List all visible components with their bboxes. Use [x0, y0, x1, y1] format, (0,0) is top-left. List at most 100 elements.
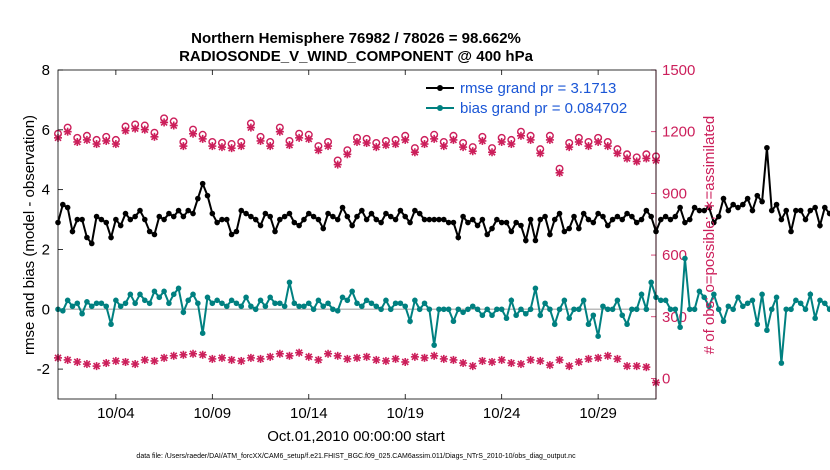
nobs-assimilated-point [237, 356, 246, 365]
nobs-assimilated-point [275, 127, 284, 136]
bias-point [330, 306, 336, 313]
nobs-assimilated-point [642, 363, 651, 372]
bias-point [580, 297, 587, 304]
bias-point [619, 312, 626, 319]
bias-point [547, 306, 553, 313]
nobs-assimilated-point [160, 353, 169, 362]
rmse-point [773, 201, 780, 208]
rmse-point [219, 216, 225, 223]
nobs-assimilated-point [459, 143, 468, 152]
rmse-point [542, 213, 548, 220]
nobs-assimilated-point [198, 350, 207, 359]
rmse-point [754, 192, 761, 199]
bias-point [465, 306, 471, 313]
rmse-point [204, 192, 211, 199]
nobs-assimilated-point [603, 142, 612, 151]
nobs-assimilated-point [642, 154, 651, 163]
nobs-assimilated-point [102, 136, 111, 145]
rmse-point [691, 204, 698, 211]
nobs-assimilated-point [82, 360, 91, 369]
rmse-point [474, 222, 481, 229]
bias-point [142, 297, 148, 304]
rmse-point [503, 219, 510, 226]
bias-point [812, 315, 818, 322]
nobs-assimilated-point [401, 357, 410, 366]
nobs-assimilated-point [140, 355, 149, 364]
rmse-point [88, 240, 95, 247]
nobs-assimilated-point [449, 135, 458, 144]
bias-point [267, 294, 273, 301]
rmse-point [735, 204, 741, 211]
rmse-point [566, 225, 572, 232]
bias-point [715, 306, 722, 313]
rmse-point [677, 204, 683, 211]
bias-point [682, 255, 688, 262]
bias-point [344, 297, 351, 304]
y-tick-label-left: 0 [42, 301, 50, 318]
rmse-point [74, 216, 81, 223]
legend-rmse-marker [437, 85, 443, 91]
bias-point [416, 306, 423, 313]
rmse-point [576, 225, 582, 232]
rmse-point [812, 204, 818, 211]
bias-point [638, 291, 645, 298]
nobs-assimilated-point [555, 168, 564, 177]
rmse-point [330, 213, 336, 220]
bias-point [214, 297, 220, 304]
nobs-assimilated-point [516, 360, 525, 369]
nobs-assimilated-point [497, 355, 506, 364]
rmse-point [686, 216, 693, 223]
bias-point [421, 300, 428, 307]
nobs-assimilated-point [160, 118, 169, 127]
nobs-assimilated-point [372, 355, 381, 364]
nobs-assimilated-point [536, 149, 545, 158]
nobs-assimilated-point [555, 355, 564, 364]
chart-title: Northern Hemisphere 76982 / 78026 = 98.6… [191, 30, 521, 47]
bias-point [431, 342, 437, 348]
bias-point [412, 297, 418, 304]
nobs-assimilated-point [295, 133, 304, 142]
nobs-assimilated-point [613, 149, 622, 158]
nobs-assimilated-point [217, 143, 226, 152]
rmse-point [93, 213, 100, 220]
rmse-point [720, 195, 727, 202]
bias-point [527, 306, 534, 313]
x-tick-label: 10/29 [579, 405, 617, 422]
bias-point [455, 306, 462, 313]
nobs-assimilated-point [468, 147, 477, 156]
bias-point [498, 306, 505, 313]
rmse-point [426, 216, 433, 223]
rmse-point [595, 210, 601, 217]
rmse-point [672, 213, 679, 220]
rmse-point [397, 207, 404, 214]
rmse-point [600, 213, 606, 220]
rmse-point [223, 216, 230, 223]
nobs-assimilated-point [420, 353, 429, 362]
bias-point [532, 285, 539, 292]
rmse-point [455, 234, 462, 241]
nobs-assimilated-point [208, 354, 217, 363]
nobs-assimilated-point [526, 135, 535, 144]
rmse-point [585, 216, 592, 223]
nobs-assimilated-point [179, 350, 188, 359]
bias-point [392, 300, 399, 307]
bias-point [291, 300, 298, 307]
bias-point [725, 303, 732, 310]
bias-point [248, 303, 254, 310]
rmse-point [619, 216, 626, 223]
nobs-assimilated-point [459, 359, 468, 368]
rmse-point [498, 219, 505, 226]
bias-point [773, 294, 780, 301]
bias-point [281, 303, 288, 310]
rmse-point [436, 216, 442, 223]
rmse-point [821, 204, 828, 211]
y-axis-label-right: # of obs: o=possible; ∗=assimilated [701, 116, 718, 355]
rmse-point [378, 219, 384, 226]
bias-point [595, 333, 601, 339]
rmse-point [479, 216, 486, 223]
nobs-assimilated-point [217, 353, 226, 362]
bias-point [744, 300, 751, 307]
nobs-assimilated-point [343, 150, 352, 159]
nobs-assimilated-point [381, 356, 390, 365]
rmse-point [407, 219, 413, 226]
